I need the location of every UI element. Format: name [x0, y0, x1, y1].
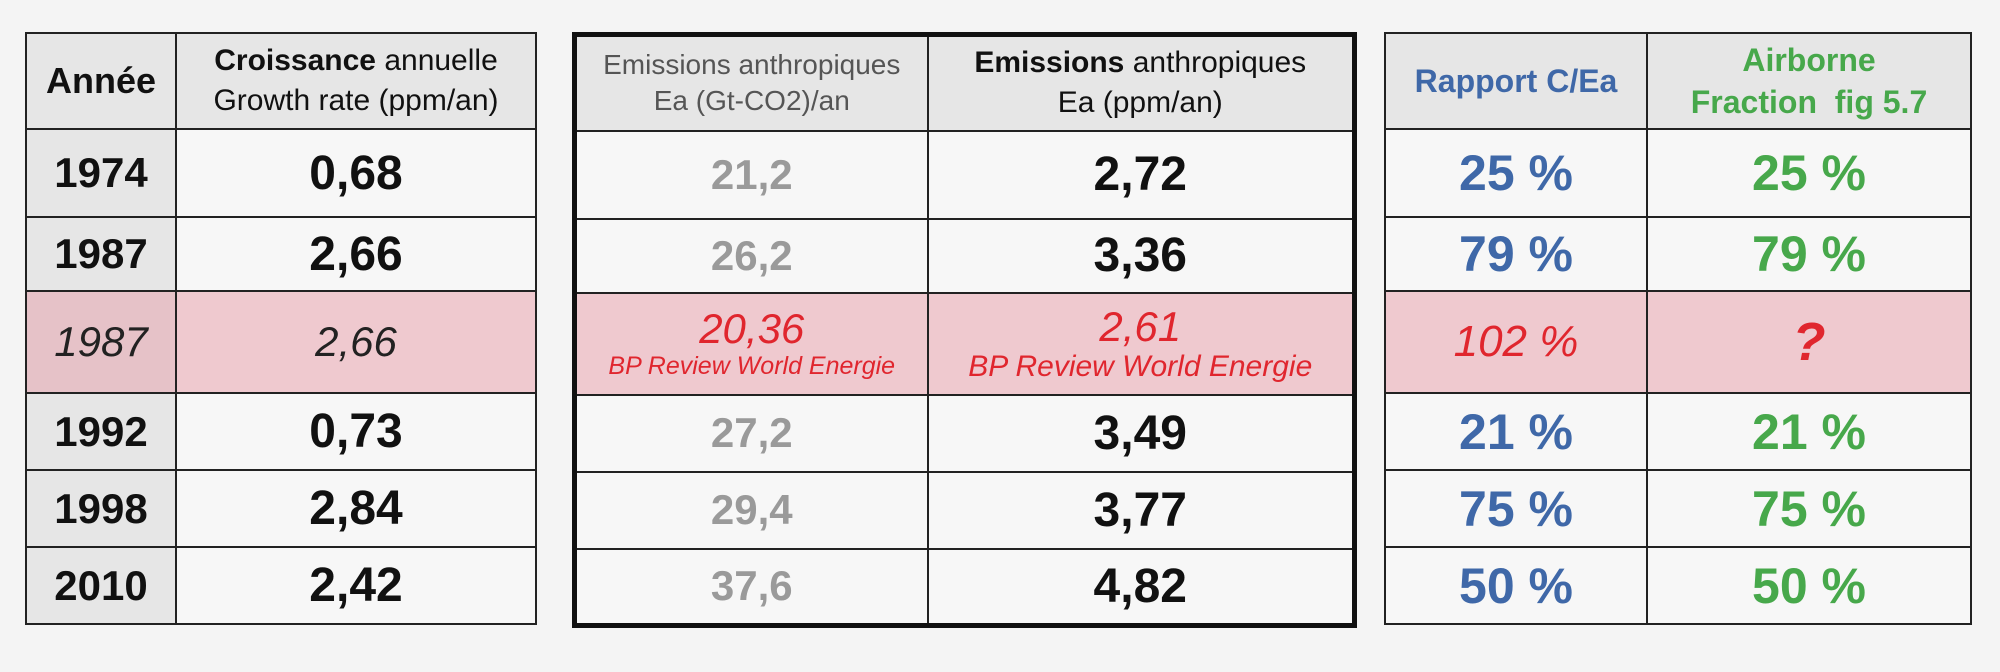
- year-cell: 1974: [25, 128, 177, 218]
- ratio-table: Rapport C/Ea Airborne Fraction fig 5.7 2…: [1384, 32, 1972, 625]
- table-row: 2010 2,42: [25, 546, 537, 625]
- table-row: 79 % 79 %: [1384, 216, 1972, 292]
- growth-table-header: Année Croissance annuelle Growth rate (p…: [25, 32, 537, 130]
- emissions-ppm-header-bold: Emissions: [974, 46, 1125, 80]
- emissions-gt-cell: 20,36 BP Review World Energie: [573, 291, 929, 396]
- ratio-cell: 79 %: [1384, 216, 1648, 292]
- emissions-table: Emissions anthropiques Ea (Gt-CO2)/an Em…: [572, 32, 1357, 628]
- emissions-gt-cell: 26,2: [573, 217, 929, 294]
- emissions-gt-cell: 21,2: [573, 129, 929, 220]
- airborne-cell: 79 %: [1646, 216, 1972, 292]
- year-cell: 1998: [25, 469, 177, 548]
- emissions-ppm-header: Emissions anthropiques Ea (ppm/an): [926, 33, 1356, 132]
- emissions-ppm-value: 2,61: [1099, 302, 1182, 350]
- ratio-cell: 25 %: [1384, 128, 1648, 218]
- ratio-cell: 102 %: [1384, 290, 1648, 394]
- emissions-gt-header-line2: Ea (Gt-CO2)/an: [653, 85, 850, 117]
- source-note: BP Review World Energie: [968, 349, 1313, 383]
- growth-cell: 2,84: [175, 469, 537, 548]
- growth-table: Année Croissance annuelle Growth rate (p…: [25, 32, 537, 625]
- ratio-table-header: Rapport C/Ea Airborne Fraction fig 5.7: [1384, 32, 1972, 130]
- highlighted-row: 20,36 BP Review World Energie 2,61 BP Re…: [573, 291, 1356, 396]
- year-cell: 2010: [25, 546, 177, 625]
- emissions-ppm-cell: 3,49: [926, 393, 1356, 473]
- growth-cell: 2,66: [175, 216, 537, 292]
- emissions-ppm-cell: 3,77: [926, 470, 1356, 550]
- year-cell: 1987: [25, 290, 177, 394]
- emissions-gt-header-line1: Emissions anthropiques: [603, 49, 901, 81]
- airborne-header-line2: Fraction fig 5.7: [1690, 84, 1928, 120]
- ratio-cell: 75 %: [1384, 469, 1648, 548]
- table-row: 1992 0,73: [25, 392, 537, 471]
- table-row: 26,2 3,36: [573, 217, 1356, 294]
- table-row: 37,6 4,82: [573, 547, 1356, 627]
- ratio-cell: 50 %: [1384, 546, 1648, 625]
- emissions-ppm-header-rest: anthropiques: [1124, 46, 1307, 80]
- airborne-unknown-cell: ?: [1646, 290, 1972, 394]
- airborne-cell: 21 %: [1646, 392, 1972, 471]
- airborne-cell: 25 %: [1646, 128, 1972, 218]
- growth-cell: 0,68: [175, 128, 537, 218]
- year-cell: 1987: [25, 216, 177, 292]
- growth-header-line2: Growth rate (ppm/an): [213, 84, 499, 117]
- emissions-ppm-header-line2: Ea (ppm/an): [1057, 86, 1223, 120]
- table-row: 1974 0,68: [25, 128, 537, 218]
- table-row: 27,2 3,49: [573, 393, 1356, 473]
- highlighted-row: 1987 2,66: [25, 290, 537, 394]
- airborne-cell: 50 %: [1646, 546, 1972, 625]
- year-cell: 1992: [25, 392, 177, 471]
- table-row: 25 % 25 %: [1384, 128, 1972, 218]
- growth-header: Croissance annuelle Growth rate (ppm/an): [175, 32, 537, 130]
- emissions-table-header: Emissions anthropiques Ea (Gt-CO2)/an Em…: [573, 33, 1356, 132]
- emissions-ppm-cell: 2,72: [926, 129, 1356, 220]
- growth-cell: 0,73: [175, 392, 537, 471]
- table-row: 29,4 3,77: [573, 470, 1356, 550]
- year-header: Année: [25, 32, 177, 130]
- table-row: 75 % 75 %: [1384, 469, 1972, 548]
- emissions-gt-header: Emissions anthropiques Ea (Gt-CO2)/an: [573, 33, 929, 132]
- ratio-cell: 21 %: [1384, 392, 1648, 471]
- table-row: 21,2 2,72: [573, 129, 1356, 220]
- ratio-header: Rapport C/Ea: [1384, 32, 1648, 130]
- emissions-gt-value: 20,36: [699, 305, 805, 352]
- airborne-header: Airborne Fraction fig 5.7: [1646, 32, 1972, 130]
- table-row: 50 % 50 %: [1384, 546, 1972, 625]
- emissions-gt-cell: 27,2: [573, 393, 929, 473]
- airborne-cell: 75 %: [1646, 469, 1972, 548]
- highlighted-row: 102 % ?: [1384, 290, 1972, 394]
- emissions-ppm-cell: 3,36: [926, 217, 1356, 294]
- airborne-header-line1: Airborne: [1742, 42, 1876, 78]
- table-row: 1987 2,66: [25, 216, 537, 292]
- emissions-ppm-cell: 2,61 BP Review World Energie: [926, 291, 1356, 396]
- emissions-gt-cell: 29,4: [573, 470, 929, 550]
- growth-header-rest: annuelle: [375, 44, 498, 77]
- growth-cell: 2,42: [175, 546, 537, 625]
- growth-header-bold: Croissance: [214, 44, 376, 77]
- emissions-gt-cell: 37,6: [573, 547, 929, 627]
- growth-cell: 2,66: [175, 290, 537, 394]
- table-row: 1998 2,84: [25, 469, 537, 548]
- table-row: 21 % 21 %: [1384, 392, 1972, 471]
- source-note: BP Review World Energie: [608, 352, 896, 380]
- emissions-ppm-cell: 4,82: [926, 547, 1356, 627]
